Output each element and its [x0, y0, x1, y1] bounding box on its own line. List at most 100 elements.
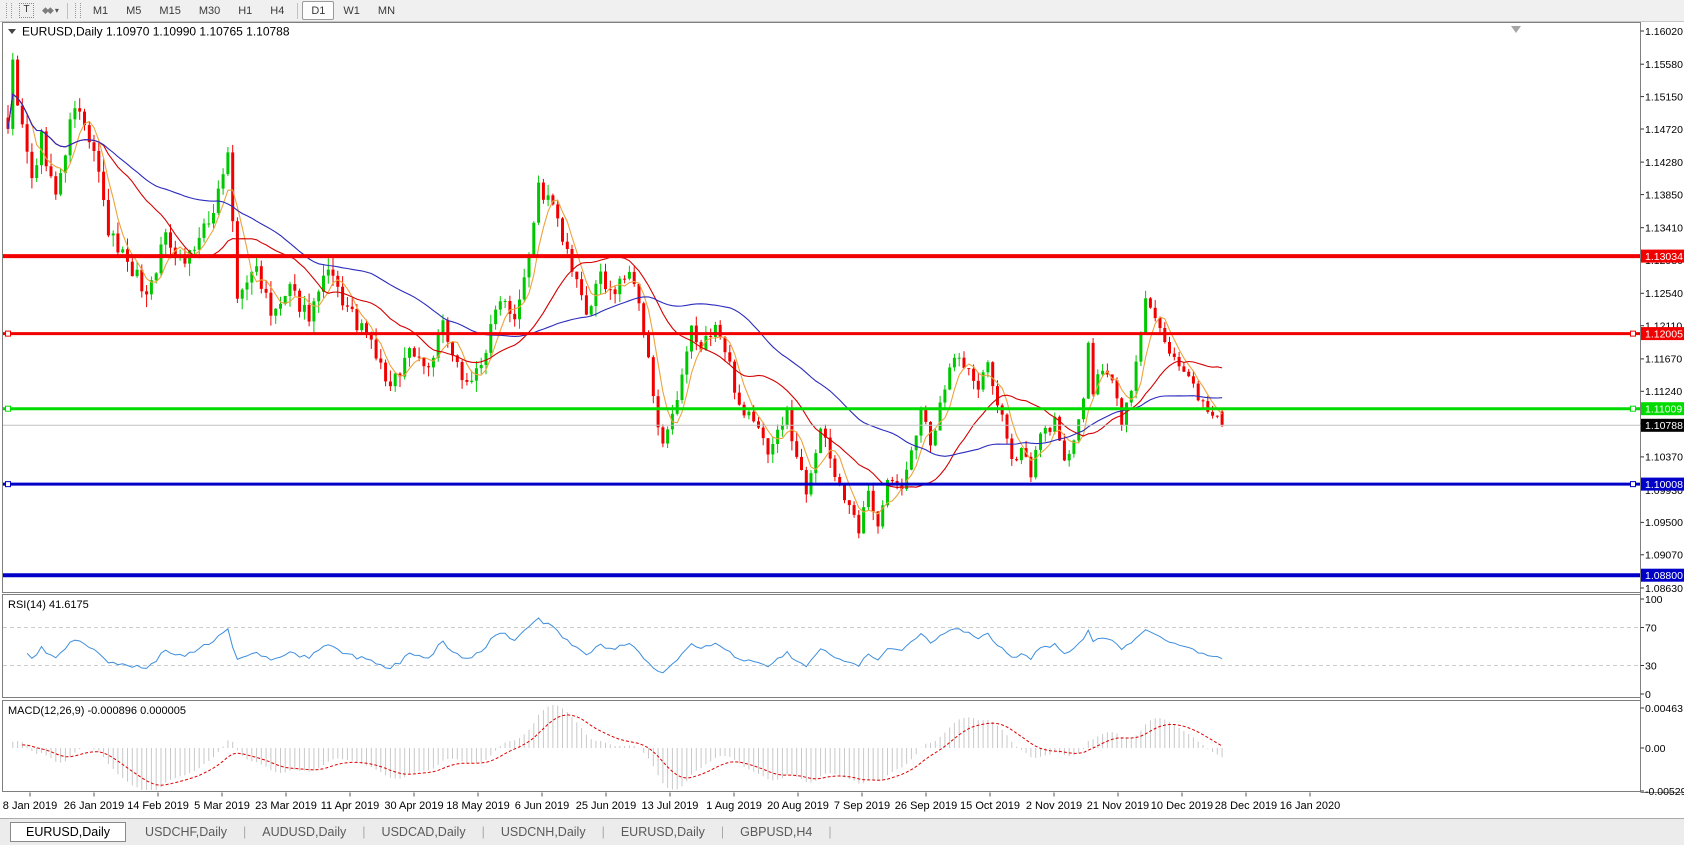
timeframe-button-w1[interactable]: W1 — [334, 1, 369, 20]
price-tick-label: 1.14720 — [1645, 124, 1683, 136]
diamonds-icon: ◆◆ — [42, 5, 54, 15]
chart-window[interactable]: 1.16020 1.15580 1.15150 1.14720 1.14280 1.138… — [0, 22, 1684, 818]
rsi-tick-label: 30 — [1645, 660, 1657, 672]
date-label: 1 Aug 2019 — [706, 800, 762, 812]
timeframe-button-h1[interactable]: H1 — [229, 1, 261, 20]
date-label: 23 Mar 2019 — [255, 800, 317, 812]
price-tag-label: 1.12005 — [1645, 328, 1683, 340]
macd-tick-label: 0.00463 — [1645, 703, 1683, 715]
date-label: 20 Aug 2019 — [767, 800, 829, 812]
price-tick-label: 1.08630 — [1645, 583, 1683, 595]
macd-label: MACD(12,26,9) -0.000896 0.000005 — [8, 705, 186, 717]
date-label: 10 Dec 2019 — [1151, 800, 1213, 812]
timeframe-button-m1[interactable]: M1 — [84, 1, 117, 20]
timeframe-button-h4[interactable]: H4 — [261, 1, 293, 20]
toolbar-grip[interactable] — [6, 3, 12, 18]
price-tick-label: 1.09070 — [1645, 550, 1683, 562]
price-tag — [1641, 402, 1684, 416]
tab-strip: EURUSD,Daily USDCHF,Daily | AUDUSD,Daily | US… — [10, 822, 833, 842]
chart-tab-5[interactable]: EURUSD,Daily — [620, 825, 705, 839]
date-label: 14 Feb 2019 — [127, 800, 189, 812]
price-tick-label: 1.09500 — [1645, 517, 1683, 529]
rsi-tick-label: 70 — [1645, 622, 1657, 634]
collapse-indicator-icon[interactable] — [8, 29, 16, 34]
price-tick-label: 1.15580 — [1645, 59, 1683, 71]
date-label: 15 Oct 2019 — [960, 800, 1020, 812]
macd-tick-label: 0.00 — [1645, 743, 1666, 755]
date-label: 5 Mar 2019 — [194, 800, 250, 812]
price-tag — [1641, 568, 1684, 582]
toolbar-divider — [297, 2, 299, 19]
macd-histogram — [12, 704, 1223, 790]
date-label: 7 Sep 2019 — [834, 800, 890, 812]
hline-handle[interactable] — [5, 405, 11, 412]
date-label: 11 Apr 2019 — [321, 800, 380, 812]
timeframe-button-mn[interactable]: MN — [369, 1, 404, 20]
chart-tab-4[interactable]: USDCNH,Daily — [500, 825, 586, 839]
timeframe-button-m15[interactable]: M15 — [150, 1, 189, 20]
date-label: 2 Nov 2019 — [1026, 800, 1082, 812]
date-label: 30 Apr 2019 — [384, 800, 443, 812]
hline-handle[interactable] — [5, 481, 11, 488]
price-tick-label: 1.16020 — [1645, 26, 1683, 38]
macd-tick-label: -0.005299 — [1645, 786, 1684, 798]
timeframe-toolbar-grip[interactable] — [74, 3, 81, 18]
dropdown-caret-icon: ▾ — [54, 6, 59, 15]
chart-shift-marker-icon[interactable] — [1511, 26, 1521, 33]
hline-handle[interactable] — [1630, 330, 1636, 337]
moving-average-45[interactable] — [7, 93, 1223, 457]
price-tick-label: 1.12540 — [1645, 288, 1683, 300]
tab-divider: | — [720, 825, 725, 839]
chart-background — [0, 22, 1684, 818]
price-tag-label: 1.10788 — [1645, 420, 1683, 432]
macd-signal-line — [22, 714, 1223, 786]
tab-divider: | — [828, 825, 832, 839]
date-label: 6 Jun 2019 — [515, 800, 569, 812]
date-label: 28 Dec 2019 — [1215, 800, 1277, 812]
price-tick-label: 1.11670 — [1645, 354, 1682, 366]
chart-title: EURUSD,Daily 1.10970 1.10990 1.10765 1.1… — [22, 25, 290, 39]
chart-tab-3[interactable]: USDCAD,Daily — [381, 825, 466, 839]
rsi-line — [26, 617, 1223, 674]
price-tag-label: 1.13034 — [1645, 251, 1683, 263]
price-tick-label: 1.14280 — [1645, 157, 1683, 169]
date-label: 13 Jul 2019 — [642, 800, 699, 812]
price-tag — [1641, 249, 1684, 263]
price-tag-label: 1.10008 — [1645, 479, 1683, 491]
chart-tab-6[interactable]: GBPUSD,H4 — [740, 825, 813, 839]
date-label: 18 May 2019 — [446, 800, 510, 812]
date-label: 25 Jun 2019 — [576, 800, 637, 812]
price-tick-label: 1.15150 — [1645, 91, 1683, 103]
date-label: 21 Nov 2019 — [1087, 800, 1149, 812]
price-tick-label: 1.11240 — [1645, 386, 1682, 398]
chart-tab-0[interactable]: EURUSD,Daily — [10, 822, 127, 842]
timeframe-button-m5[interactable]: M5 — [117, 1, 150, 20]
tab-divider: | — [243, 825, 247, 839]
timeframe-button-m30[interactable]: M30 — [190, 1, 229, 20]
tab-divider: | — [362, 825, 366, 839]
timeframe-group: M1 M5 M15 M30 H1 H4 D1 W1 MN — [84, 1, 404, 20]
date-label: 26 Sep 2019 — [895, 800, 957, 812]
objects-tool-button[interactable]: ◆◆ ▾ — [38, 1, 63, 20]
date-label: 16 Jan 2020 — [1280, 800, 1341, 812]
price-chart[interactable]: 1.16020 1.15580 1.15150 1.14720 1.14280 1.138… — [0, 22, 1684, 818]
hline-handle[interactable] — [5, 330, 11, 337]
hline-handle[interactable] — [1630, 481, 1636, 488]
price-tag-label: 1.08800 — [1645, 570, 1683, 582]
rsi-tick-label: 0 — [1645, 689, 1651, 701]
text-tool-button[interactable]: T — [15, 1, 38, 20]
moving-average-5[interactable] — [7, 93, 1223, 515]
hline-handle[interactable] — [1630, 405, 1636, 412]
rsi-tick-label: 100 — [1645, 594, 1663, 606]
date-label: 8 Jan 2019 — [3, 800, 57, 812]
chart-tab-2[interactable]: AUDUSD,Daily — [262, 825, 347, 839]
chart-tab-bar: EURUSD,Daily USDCHF,Daily | AUDUSD,Daily | US… — [0, 818, 1684, 845]
price-tick-label: 1.10370 — [1645, 452, 1683, 464]
chart-tab-1[interactable]: USDCHF,Daily — [145, 825, 227, 839]
tab-divider: | — [481, 825, 485, 839]
rsi-label: RSI(14) 41.6175 — [8, 599, 89, 611]
price-tag-label: 1.11009 — [1645, 404, 1682, 416]
timeframe-button-d1[interactable]: D1 — [302, 1, 335, 20]
price-tick-label: 1.13410 — [1645, 223, 1683, 235]
price-tag — [1641, 477, 1684, 491]
